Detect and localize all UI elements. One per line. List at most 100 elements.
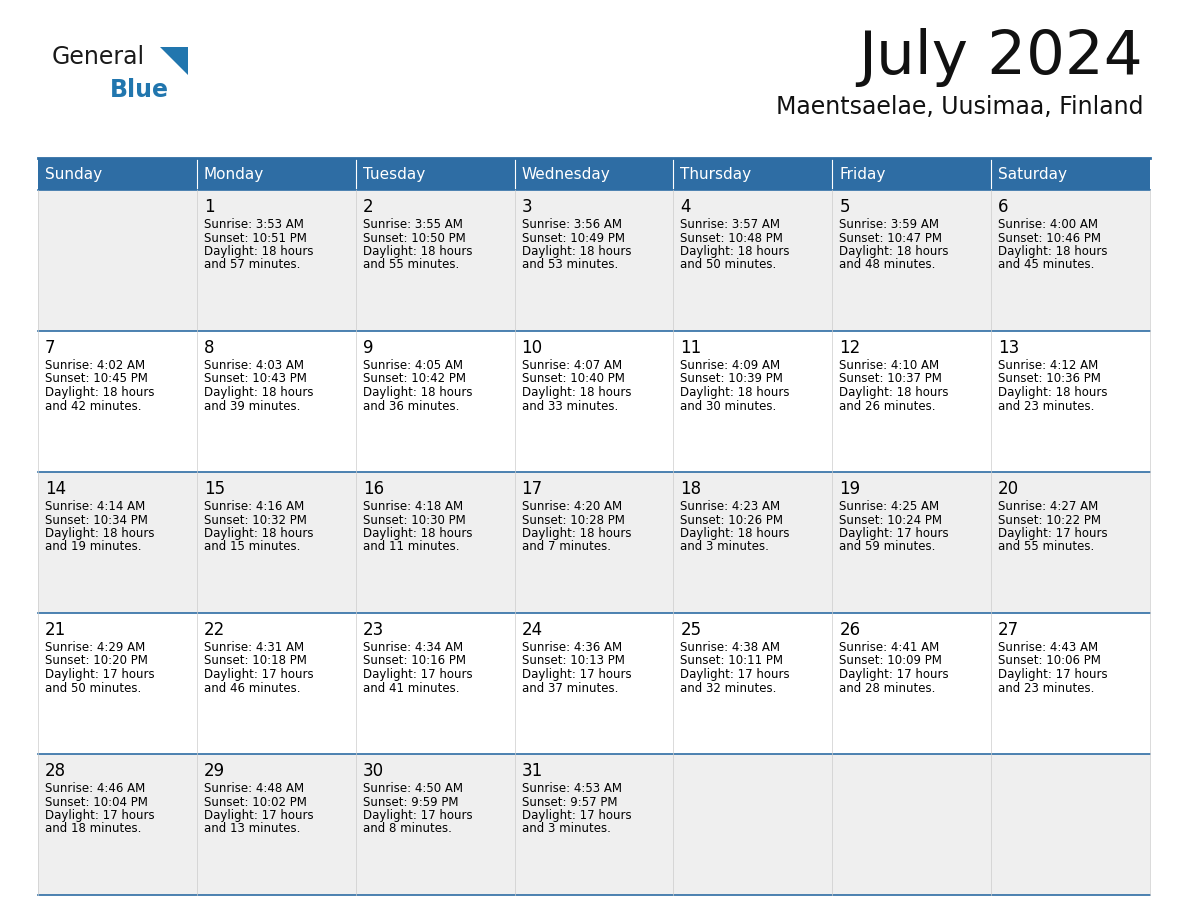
Text: 29: 29 xyxy=(204,762,225,780)
Text: Daylight: 17 hours: Daylight: 17 hours xyxy=(681,668,790,681)
Text: 16: 16 xyxy=(362,480,384,498)
Text: Sunrise: 4:10 AM: Sunrise: 4:10 AM xyxy=(839,359,940,372)
Text: 22: 22 xyxy=(204,621,225,639)
Text: Sunrise: 3:53 AM: Sunrise: 3:53 AM xyxy=(204,218,304,231)
Text: Daylight: 18 hours: Daylight: 18 hours xyxy=(522,527,631,540)
Text: Daylight: 17 hours: Daylight: 17 hours xyxy=(522,809,631,822)
Text: 21: 21 xyxy=(45,621,67,639)
Text: 18: 18 xyxy=(681,480,702,498)
Text: Sunrise: 4:03 AM: Sunrise: 4:03 AM xyxy=(204,359,304,372)
Text: Sunrise: 4:23 AM: Sunrise: 4:23 AM xyxy=(681,500,781,513)
Bar xyxy=(514,613,674,754)
Text: Sunrise: 4:02 AM: Sunrise: 4:02 AM xyxy=(45,359,145,372)
Text: and 28 minutes.: and 28 minutes. xyxy=(839,681,936,695)
Text: Daylight: 18 hours: Daylight: 18 hours xyxy=(998,386,1107,399)
Text: 10: 10 xyxy=(522,339,543,357)
Bar xyxy=(674,190,833,331)
Text: 13: 13 xyxy=(998,339,1019,357)
Text: Sunrise: 4:12 AM: Sunrise: 4:12 AM xyxy=(998,359,1099,372)
Text: Sunset: 10:48 PM: Sunset: 10:48 PM xyxy=(681,231,783,244)
Text: Blue: Blue xyxy=(110,78,169,102)
Text: Daylight: 17 hours: Daylight: 17 hours xyxy=(45,668,154,681)
Bar xyxy=(674,158,833,190)
Text: Sunset: 10:02 PM: Sunset: 10:02 PM xyxy=(204,796,307,809)
Text: Sunset: 10:43 PM: Sunset: 10:43 PM xyxy=(204,373,307,386)
Text: and 3 minutes.: and 3 minutes. xyxy=(681,541,770,554)
Bar xyxy=(355,613,514,754)
Text: 1: 1 xyxy=(204,198,215,216)
Text: Sunset: 10:36 PM: Sunset: 10:36 PM xyxy=(998,373,1101,386)
Bar xyxy=(38,331,197,472)
Text: Sunday: Sunday xyxy=(45,166,102,182)
Bar xyxy=(514,331,674,472)
Text: Daylight: 18 hours: Daylight: 18 hours xyxy=(45,386,154,399)
Text: Sunset: 10:34 PM: Sunset: 10:34 PM xyxy=(45,513,147,527)
Text: Sunrise: 4:00 AM: Sunrise: 4:00 AM xyxy=(998,218,1098,231)
Text: 8: 8 xyxy=(204,339,214,357)
Text: Sunrise: 4:36 AM: Sunrise: 4:36 AM xyxy=(522,641,621,654)
Bar xyxy=(38,613,197,754)
Text: Sunrise: 4:05 AM: Sunrise: 4:05 AM xyxy=(362,359,462,372)
Text: Sunrise: 4:34 AM: Sunrise: 4:34 AM xyxy=(362,641,463,654)
Text: Sunset: 10:42 PM: Sunset: 10:42 PM xyxy=(362,373,466,386)
Text: Daylight: 18 hours: Daylight: 18 hours xyxy=(681,245,790,258)
Text: 6: 6 xyxy=(998,198,1009,216)
Text: Sunset: 9:57 PM: Sunset: 9:57 PM xyxy=(522,796,617,809)
Text: Friday: Friday xyxy=(839,166,886,182)
Text: Daylight: 17 hours: Daylight: 17 hours xyxy=(998,668,1107,681)
Text: 26: 26 xyxy=(839,621,860,639)
Text: 15: 15 xyxy=(204,480,225,498)
Bar xyxy=(38,190,197,331)
Text: 12: 12 xyxy=(839,339,860,357)
Text: Sunrise: 4:50 AM: Sunrise: 4:50 AM xyxy=(362,782,462,795)
Text: Sunset: 10:22 PM: Sunset: 10:22 PM xyxy=(998,513,1101,527)
Text: Sunrise: 4:29 AM: Sunrise: 4:29 AM xyxy=(45,641,145,654)
Text: General: General xyxy=(52,45,145,69)
Text: and 55 minutes.: and 55 minutes. xyxy=(362,259,459,272)
Text: Daylight: 17 hours: Daylight: 17 hours xyxy=(839,668,949,681)
Text: Sunset: 10:51 PM: Sunset: 10:51 PM xyxy=(204,231,307,244)
Text: Sunrise: 4:09 AM: Sunrise: 4:09 AM xyxy=(681,359,781,372)
Text: Sunset: 10:06 PM: Sunset: 10:06 PM xyxy=(998,655,1101,667)
Text: Daylight: 18 hours: Daylight: 18 hours xyxy=(681,527,790,540)
Text: Daylight: 18 hours: Daylight: 18 hours xyxy=(45,527,154,540)
Bar xyxy=(991,754,1150,895)
Text: and 18 minutes.: and 18 minutes. xyxy=(45,823,141,835)
Bar xyxy=(991,190,1150,331)
Bar xyxy=(674,472,833,613)
Bar xyxy=(38,754,197,895)
Text: 19: 19 xyxy=(839,480,860,498)
Text: Sunset: 10:13 PM: Sunset: 10:13 PM xyxy=(522,655,625,667)
Text: Sunrise: 4:14 AM: Sunrise: 4:14 AM xyxy=(45,500,145,513)
Text: 14: 14 xyxy=(45,480,67,498)
Text: Sunset: 10:24 PM: Sunset: 10:24 PM xyxy=(839,513,942,527)
Text: and 46 minutes.: and 46 minutes. xyxy=(204,681,301,695)
Text: and 53 minutes.: and 53 minutes. xyxy=(522,259,618,272)
Text: Sunrise: 4:41 AM: Sunrise: 4:41 AM xyxy=(839,641,940,654)
Bar xyxy=(197,472,355,613)
Text: Daylight: 17 hours: Daylight: 17 hours xyxy=(839,527,949,540)
Text: 3: 3 xyxy=(522,198,532,216)
Text: 9: 9 xyxy=(362,339,373,357)
Text: Sunset: 10:04 PM: Sunset: 10:04 PM xyxy=(45,796,147,809)
Bar xyxy=(833,754,991,895)
Bar xyxy=(38,472,197,613)
Text: Daylight: 18 hours: Daylight: 18 hours xyxy=(522,386,631,399)
Bar xyxy=(833,158,991,190)
Text: Sunset: 10:30 PM: Sunset: 10:30 PM xyxy=(362,513,466,527)
Text: and 36 minutes.: and 36 minutes. xyxy=(362,399,459,412)
Text: Daylight: 18 hours: Daylight: 18 hours xyxy=(204,527,314,540)
Text: Sunset: 10:47 PM: Sunset: 10:47 PM xyxy=(839,231,942,244)
Text: Saturday: Saturday xyxy=(998,166,1067,182)
Text: and 15 minutes.: and 15 minutes. xyxy=(204,541,301,554)
Text: Sunset: 10:49 PM: Sunset: 10:49 PM xyxy=(522,231,625,244)
Text: and 57 minutes.: and 57 minutes. xyxy=(204,259,301,272)
Text: Monday: Monday xyxy=(204,166,264,182)
Text: and 48 minutes.: and 48 minutes. xyxy=(839,259,936,272)
Text: Daylight: 18 hours: Daylight: 18 hours xyxy=(998,245,1107,258)
Text: Sunrise: 4:07 AM: Sunrise: 4:07 AM xyxy=(522,359,621,372)
Text: Sunrise: 4:43 AM: Sunrise: 4:43 AM xyxy=(998,641,1098,654)
Text: Sunset: 10:32 PM: Sunset: 10:32 PM xyxy=(204,513,307,527)
Text: and 33 minutes.: and 33 minutes. xyxy=(522,399,618,412)
Text: and 11 minutes.: and 11 minutes. xyxy=(362,541,460,554)
